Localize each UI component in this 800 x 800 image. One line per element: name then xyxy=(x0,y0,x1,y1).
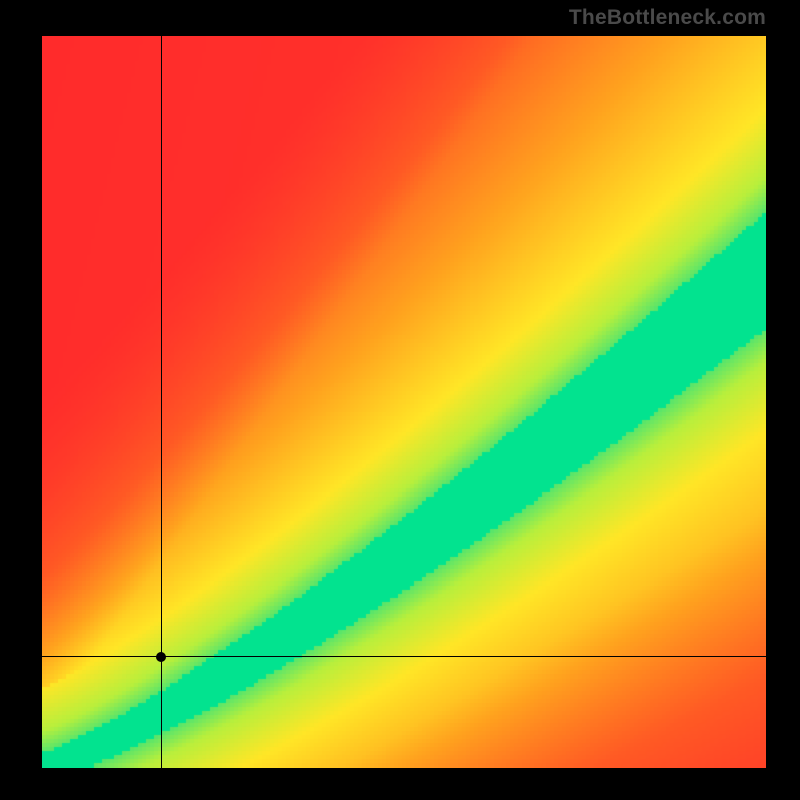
heatmap-plot xyxy=(42,36,766,768)
crosshair-horizontal xyxy=(42,656,766,657)
heatmap-canvas xyxy=(42,36,766,768)
watermark-text: TheBottleneck.com xyxy=(569,6,766,30)
chart-container: TheBottleneck.com xyxy=(0,0,800,800)
